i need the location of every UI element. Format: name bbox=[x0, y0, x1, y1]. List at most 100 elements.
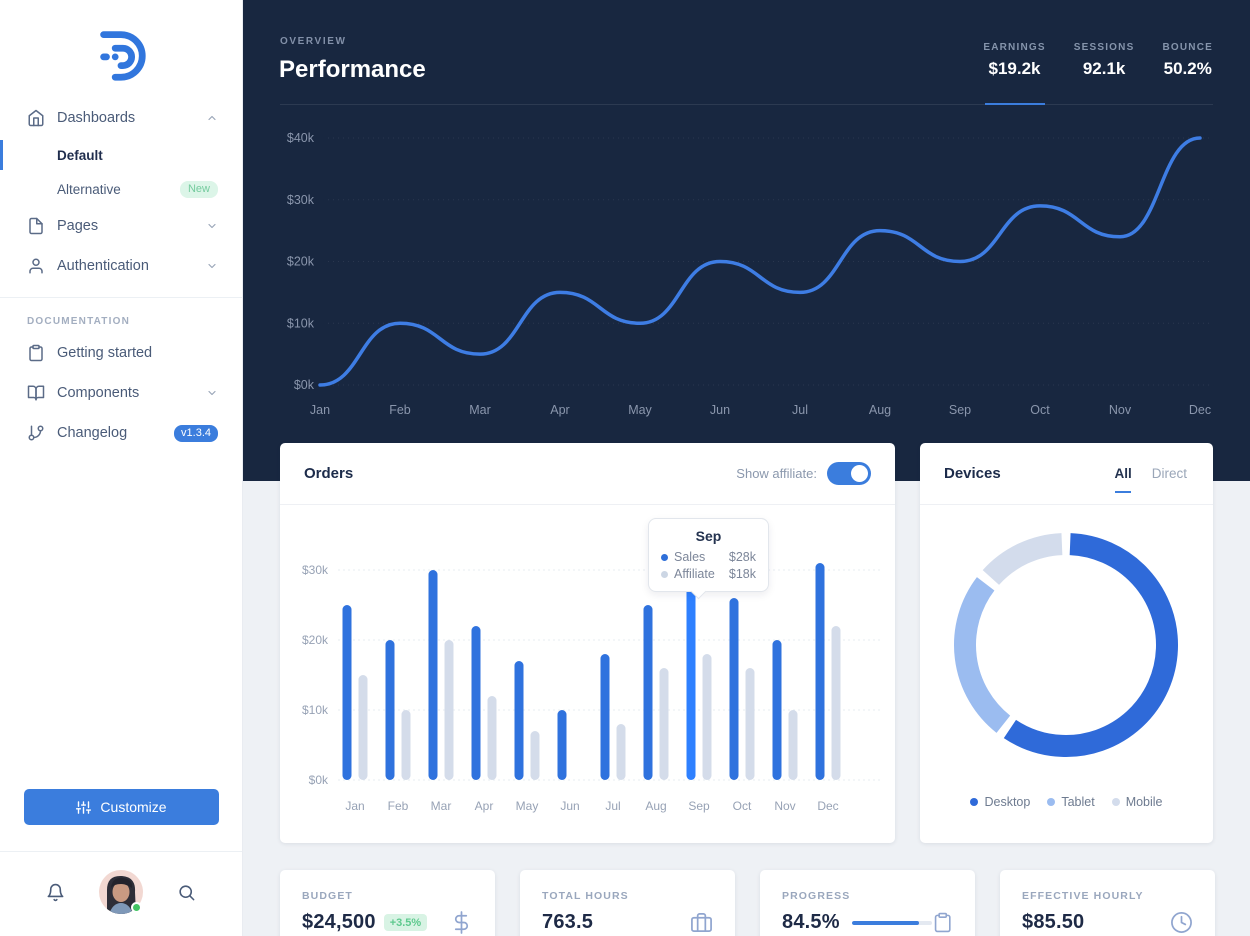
bell-icon[interactable] bbox=[46, 883, 65, 902]
stat-value: $19.2k bbox=[988, 59, 1041, 78]
user-icon bbox=[29, 258, 43, 274]
svg-text:Jun: Jun bbox=[710, 403, 730, 417]
svg-text:Aug: Aug bbox=[869, 403, 891, 417]
user-avatar[interactable] bbox=[99, 870, 143, 914]
svg-text:Oct: Oct bbox=[1030, 403, 1050, 417]
affiliate-toggle[interactable] bbox=[827, 462, 871, 485]
svg-text:$30k: $30k bbox=[287, 193, 315, 207]
home-icon bbox=[28, 109, 44, 127]
svg-text:$10k: $10k bbox=[287, 316, 315, 330]
main-content: OVERVIEW Performance EARNINGS $19.2k SES… bbox=[243, 0, 1250, 936]
sidebar-item-label: Default bbox=[57, 147, 103, 163]
legend-item-mobile[interactable]: Mobile bbox=[1111, 795, 1163, 809]
svg-text:Dec: Dec bbox=[1189, 403, 1211, 417]
tooltip-series-label: Affiliate bbox=[674, 567, 715, 581]
svg-text:Sep: Sep bbox=[688, 799, 710, 813]
stat-value: 50.2% bbox=[1163, 59, 1212, 78]
devices-tabs: All Direct bbox=[1112, 446, 1189, 501]
stat-label: EARNINGS bbox=[983, 42, 1046, 53]
devices-legend: Desktop Tablet Mobile bbox=[920, 795, 1213, 809]
total-hours-card: TOTAL HOURS 763.5 bbox=[520, 870, 735, 936]
performance-hero: OVERVIEW Performance EARNINGS $19.2k SES… bbox=[243, 0, 1250, 481]
progress-value: 84.5% bbox=[782, 911, 840, 933]
svg-text:Dec: Dec bbox=[817, 799, 838, 813]
legend-item-desktop[interactable]: Desktop bbox=[970, 795, 1030, 809]
sidebar-item-getting-started[interactable]: Getting started bbox=[0, 333, 242, 373]
sidebar-item-changelog[interactable]: Changelog v1.3.4 bbox=[0, 413, 242, 453]
chevron-down-icon bbox=[208, 223, 216, 229]
git-branch-icon bbox=[28, 425, 44, 441]
devices-card-header: Devices All Direct bbox=[920, 443, 1213, 505]
tooltip-series-value: $28k bbox=[728, 550, 756, 564]
svg-text:Aug: Aug bbox=[645, 799, 666, 813]
customize-button[interactable]: Customize bbox=[24, 789, 219, 825]
stat-tab-bounce[interactable]: BOUNCE 50.2% bbox=[1162, 42, 1213, 105]
stat-label: SESSIONS bbox=[1073, 42, 1135, 53]
svg-text:Jul: Jul bbox=[605, 799, 620, 813]
sidebar-section-label: DOCUMENTATION bbox=[27, 316, 130, 327]
svg-text:$0k: $0k bbox=[294, 378, 315, 392]
tab-direct[interactable]: Direct bbox=[1151, 466, 1187, 481]
budget-label: BUDGET bbox=[302, 890, 353, 902]
effective-hourly-card: EFFECTIVE HOURLY $85.50 bbox=[1000, 870, 1215, 936]
total-hours-value: 763.5 bbox=[542, 911, 594, 933]
budget-value: $24,500 bbox=[302, 911, 376, 933]
affiliate-toggle-label: Show affiliate: bbox=[736, 466, 817, 481]
tooltip-series-label: Sales bbox=[674, 550, 706, 564]
stat-tab-sessions[interactable]: SESSIONS 92.1k bbox=[1074, 42, 1135, 105]
svg-text:$40k: $40k bbox=[287, 131, 315, 145]
svg-text:$30k: $30k bbox=[302, 563, 329, 577]
legend-label: Desktop bbox=[984, 795, 1031, 809]
svg-text:Apr: Apr bbox=[550, 403, 569, 417]
donut-segment-desktop bbox=[954, 533, 1178, 757]
affiliate-dot-icon bbox=[661, 570, 668, 578]
clock-icon bbox=[1171, 912, 1192, 933]
version-badge: v1.3.4 bbox=[174, 424, 218, 442]
affiliate-toggle-group: Show affiliate: bbox=[736, 462, 871, 485]
customize-button-label: Customize bbox=[100, 799, 167, 815]
svg-text:$10k: $10k bbox=[302, 703, 329, 717]
tooltip-series-value: $18k bbox=[728, 567, 756, 581]
sidebar-item-dashboards[interactable]: Dashboards bbox=[0, 98, 242, 138]
svg-text:$0k: $0k bbox=[309, 773, 329, 787]
sidebar-item-components[interactable]: Components bbox=[0, 373, 242, 413]
progress-label: PROGRESS bbox=[782, 890, 851, 902]
total-hours-label: TOTAL HOURS bbox=[542, 890, 629, 902]
svg-text:Jan: Jan bbox=[345, 799, 364, 813]
app-logo[interactable] bbox=[0, 0, 242, 96]
chevron-down-icon bbox=[208, 263, 216, 269]
sidebar-item-authentication[interactable]: Authentication bbox=[0, 246, 242, 286]
svg-text:Mar: Mar bbox=[431, 799, 452, 813]
sidebar-item-label: Changelog bbox=[57, 425, 128, 441]
devices-donut-chart bbox=[954, 533, 1178, 757]
hero-divider bbox=[280, 104, 1213, 105]
mobile-dot-icon bbox=[1111, 798, 1120, 806]
sidebar-item-label: Alternative bbox=[57, 181, 121, 197]
devices-card-title: Devices bbox=[944, 465, 1001, 482]
svg-text:Mar: Mar bbox=[469, 403, 491, 417]
sidebar-item-pages[interactable]: Pages bbox=[0, 206, 242, 246]
search-icon[interactable] bbox=[177, 883, 196, 902]
sidebar-nav: Dashboards Default Alternative New Pages… bbox=[0, 98, 242, 453]
devices-card: Devices All Direct Desktop Tablet Mobile bbox=[920, 443, 1213, 843]
sales-dot-icon bbox=[661, 553, 668, 561]
stat-tab-earnings[interactable]: EARNINGS $19.2k bbox=[983, 42, 1045, 105]
legend-item-tablet[interactable]: Tablet bbox=[1047, 795, 1095, 809]
sidebar-item-label: Dashboards bbox=[57, 110, 136, 126]
tablet-dot-icon bbox=[1047, 798, 1056, 806]
chevron-up-icon bbox=[208, 115, 216, 121]
tooltip-title: Sep bbox=[695, 528, 722, 544]
sidebar-item-alternative[interactable]: Alternative New bbox=[0, 172, 242, 206]
tab-all[interactable]: All bbox=[1112, 446, 1133, 501]
tooltip-row-sales: Sales $28k bbox=[661, 550, 756, 564]
sidebar-item-label: Pages bbox=[57, 218, 99, 234]
sidebar-item-default[interactable]: Default bbox=[0, 138, 242, 172]
svg-text:Jul: Jul bbox=[792, 403, 808, 417]
svg-text:Nov: Nov bbox=[774, 799, 795, 813]
briefcase-icon bbox=[691, 913, 712, 932]
tooltip-row-affiliate: Affiliate $18k bbox=[661, 567, 756, 581]
desktop-dot-icon bbox=[970, 798, 979, 806]
performance-line-chart: $0k $10k $20k $30k $40k Jan Feb Mar Apr May Jun Jul… bbox=[287, 131, 1213, 417]
orders-card-header: Orders Show affiliate: bbox=[280, 443, 895, 505]
